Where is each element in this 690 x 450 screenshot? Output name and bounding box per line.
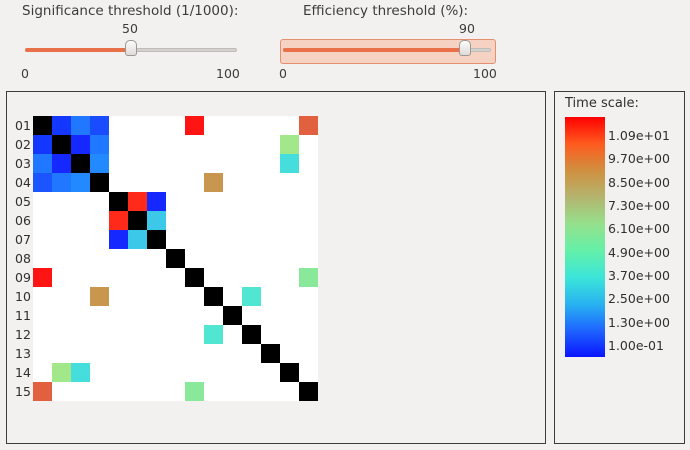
matrix-cell[interactable] [52,154,71,173]
significance-threshold-slider[interactable] [25,40,237,58]
matrix-cell[interactable] [185,116,204,135]
efficiency-slider-handle[interactable] [459,40,471,56]
color-scale-tick-label: 1.30e+00 [608,314,670,330]
efficiency-slider-fill [283,48,465,52]
color-scale-tick-label: 9.70e+00 [608,151,670,167]
matrix-row-label: 09 [15,270,31,285]
matrix-row-label: 13 [15,346,31,361]
color-scale-tick-label: 3.70e+00 [608,268,670,283]
significance-min-label: 0 [21,66,29,81]
color-scale-tick-label: 1.00e-01 [608,338,664,353]
matrix-cell[interactable] [242,325,261,344]
matrix-cell[interactable] [128,211,147,230]
matrix-cell[interactable] [90,116,109,135]
matrix-cell[interactable] [185,382,204,401]
efficiency-min-label: 0 [279,66,287,81]
matrix-cell[interactable] [204,173,223,192]
matrix-cell[interactable] [33,173,52,192]
matrix-cell[interactable] [33,135,52,154]
matrix-cell[interactable] [52,173,71,192]
matrix-row-label: 12 [15,327,31,342]
significance-value-text: 50 [122,21,138,36]
matrix-cell[interactable] [147,192,166,211]
efficiency-max-label: 100 [473,66,497,81]
matrix-cell[interactable] [90,173,109,192]
matrix-cell[interactable] [147,230,166,249]
matrix-row-label: 11 [15,308,31,323]
matrix-row-label: 15 [15,384,31,399]
matrix-cell[interactable] [185,268,204,287]
matrix-cell[interactable] [71,363,90,382]
legend-panel: Time scale: 1.09e+01 9.70e+00 8.50e+00 7.30… [554,91,685,444]
matrix-row-label: 03 [15,156,31,171]
matrix-row-label: 02 [15,137,31,152]
color-scale-tick-label: 8.50e+00 [608,174,670,190]
color-scale-tick-label: 4.90e+00 [608,244,670,260]
matrix-cell[interactable] [261,344,280,363]
matrix-row-label: 01 [15,118,31,133]
matrix-row-label: 06 [15,213,31,228]
color-scale-tick-label: 7.30e+00 [608,198,670,213]
matrix-cell[interactable] [299,116,318,135]
significance-slider-fill [25,48,131,52]
matrix-cell[interactable] [71,154,90,173]
matrix-panel: 01 02 03 04 05 06 07 08 09 10 11 12 13 14 15 [6,91,546,444]
matrix-cell[interactable] [71,173,90,192]
matrix-cell[interactable] [90,287,109,306]
matrix-cell[interactable] [33,382,52,401]
efficiency-value-text: 90 [459,21,475,36]
matrix-cell[interactable] [280,363,299,382]
matrix-cell[interactable] [52,363,71,382]
matrix-cell[interactable] [299,268,318,287]
significance-max-label: 100 [216,66,240,81]
matrix-cell[interactable] [147,211,166,230]
matrix-cell[interactable] [109,211,128,230]
matrix-cell[interactable] [204,325,223,344]
matrix-cell[interactable] [128,230,147,249]
matrix-cell[interactable] [71,135,90,154]
efficiency-threshold-slider[interactable] [283,40,491,58]
matrix-row-label: 04 [15,175,31,190]
matrix-cell[interactable] [33,154,52,173]
matrix-row-label: 08 [15,251,31,266]
matrix-row-label: 14 [15,365,31,380]
similarity-matrix[interactable]: 01 02 03 04 05 06 07 08 09 10 11 12 13 14 15 [7,92,545,443]
color-scale-tick-label: 2.50e+00 [608,291,670,307]
significance-slider-handle[interactable] [125,40,137,56]
matrix-cell[interactable] [280,154,299,173]
color-scale-tick-label: 6.10e+00 [608,221,670,237]
matrix-cell[interactable] [33,116,52,135]
matrix-row-label: 10 [15,289,31,304]
matrix-cell[interactable] [71,116,90,135]
efficiency-threshold-label: Efficiency threshold (%): [303,3,469,19]
legend-title: Time scale: [565,96,639,111]
matrix-cell[interactable] [204,287,223,306]
matrix-cell[interactable] [128,192,147,211]
matrix-cell[interactable] [242,287,261,306]
matrix-row-label: 07 [15,232,31,247]
matrix-cell[interactable] [280,135,299,154]
matrix-cell[interactable] [223,306,242,325]
color-scale-tick-label: 1.09e+01 [608,128,670,143]
matrix-cell[interactable] [166,249,185,268]
matrix-cell[interactable] [52,116,71,135]
matrix-cell[interactable] [299,382,318,401]
matrix-cell[interactable] [109,230,128,249]
color-scale-bar [565,117,605,357]
matrix-cell[interactable] [90,135,109,154]
matrix-cell[interactable] [33,268,52,287]
matrix-cell[interactable] [90,154,109,173]
matrix-row-label: 05 [15,194,31,209]
matrix-cell[interactable] [52,135,71,154]
matrix-cell[interactable] [109,192,128,211]
significance-threshold-label: Significance threshold (1/1000): [22,3,239,19]
